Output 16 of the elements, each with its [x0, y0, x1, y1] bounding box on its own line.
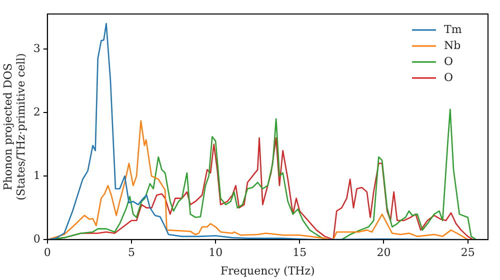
- y-tick-label: 1: [33, 168, 40, 182]
- legend-label: Nb: [444, 38, 461, 52]
- x-tick-label: 15: [292, 246, 307, 260]
- y-tick-label: 3: [33, 42, 40, 55]
- legend-label: O: [444, 70, 454, 84]
- y-axis-title: Phonon projected DOS (States/THz·primitive cell): [1, 53, 28, 200]
- y-tick-label: 2: [33, 105, 40, 118]
- x-tick-label: 25: [460, 246, 475, 260]
- y-tick-label: 0: [33, 232, 40, 246]
- x-tick-label: 0: [44, 246, 51, 260]
- x-axis-title: Frequency (THz): [220, 264, 315, 278]
- x-tick-label: 5: [128, 246, 135, 260]
- x-tick-label: 10: [208, 246, 223, 260]
- legend-label: O: [444, 54, 454, 68]
- legend-label: Tm: [444, 22, 462, 36]
- x-tick-label: 20: [376, 246, 391, 260]
